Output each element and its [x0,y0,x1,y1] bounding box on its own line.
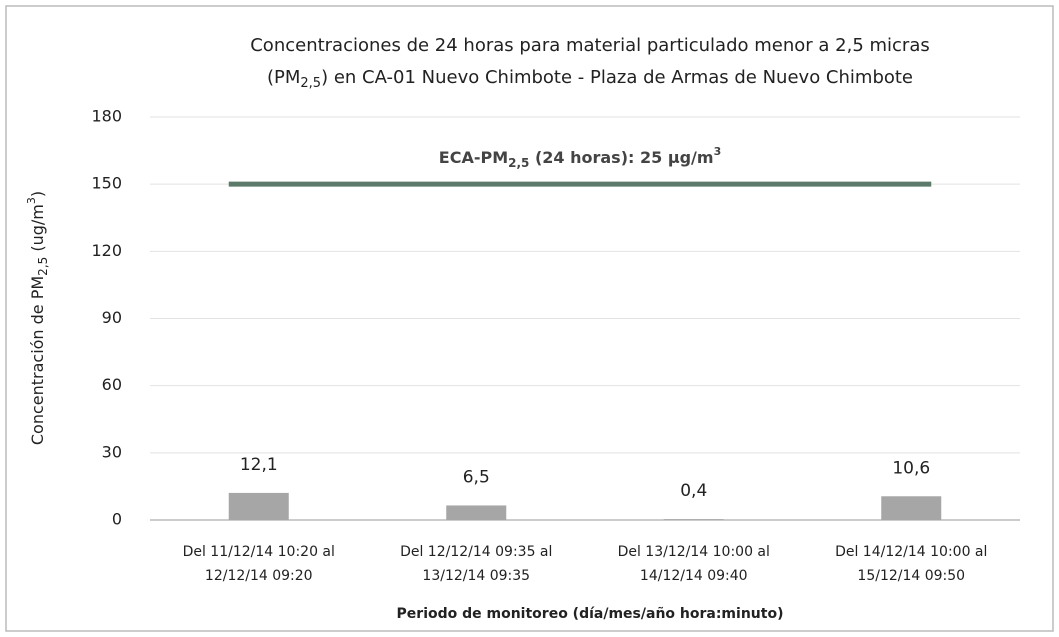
y-tick-label: 120 [91,241,122,260]
chart-title: Concentraciones de 24 horas para materia… [250,35,930,56]
title-part: ) en CA-01 Nuevo Chimbote - Plaza de Arm… [321,67,913,88]
value-label: 10,6 [892,458,930,478]
title-sub: 2,5 [300,76,321,91]
y-axis-label: Concentración de PM2,5 (ug/m3) [25,191,50,445]
y-tick-label: 0 [112,510,122,529]
bar [881,496,942,520]
x-tick-label: 14/12/14 09:40 [640,568,748,584]
reference-label-part: (24 horas): 25 µg/m [529,148,713,167]
y-tick-label: 30 [102,442,122,461]
value-label: 6,5 [463,467,490,487]
chart-title: (PM2,5) en CA-01 Nuevo Chimbote - Plaza … [267,67,913,91]
y-tick-label: 60 [102,375,122,394]
y-tick-label: 90 [102,308,122,327]
bar [228,492,289,520]
y-label-part: ) [28,191,47,197]
reference-label-part: 2,5 [508,156,529,170]
y-label-sub: 2,5 [36,257,50,276]
bar [446,505,507,520]
x-tick-label: 13/12/14 09:35 [422,568,530,584]
x-tick-label: Del 12/12/14 09:35 al [400,544,552,560]
title-line: Concentraciones de 24 horas para materia… [250,35,930,56]
y-label-sup: 3 [25,197,38,204]
value-label: 12,1 [240,455,278,475]
x-tick-label: 15/12/14 09:50 [857,568,965,584]
value-label: 0,4 [680,481,707,501]
x-axis-label: Periodo de monitoreo (día/mes/año hora:m… [397,606,784,622]
x-tick-label: Del 14/12/14 10:00 al [835,544,987,560]
x-tick-label: 12/12/14 09:20 [205,568,313,584]
y-label-part: (ug/m [28,204,47,257]
y-tick-label: 150 [91,174,122,193]
x-tick-label: Del 13/12/14 10:00 al [618,544,770,560]
x-tick-label: Del 11/12/14 10:20 al [183,544,335,560]
title-part: (PM [267,67,300,88]
reference-label-part: ECA-PM [439,148,508,167]
bar [663,519,724,520]
y-tick-label: 180 [91,107,122,126]
reference-label-part: 3 [714,145,722,158]
y-label-part: Concentración de PM [28,276,47,445]
reference-label: ECA-PM2,5 (24 horas): 25 µg/m3 [439,145,721,170]
